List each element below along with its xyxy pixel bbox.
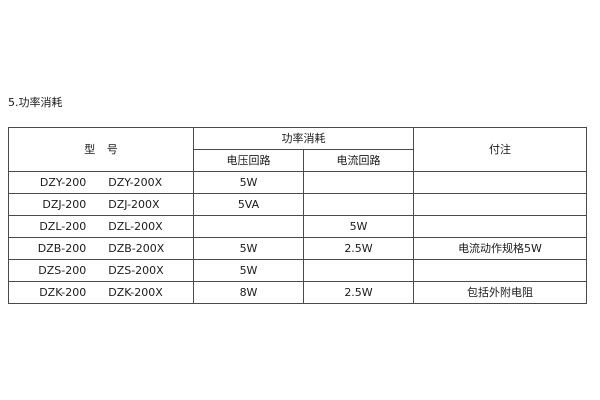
model-code-variant: DZB-200X	[108, 242, 165, 255]
cell-current-circuit: 2.5W	[303, 281, 414, 304]
cell-current-circuit	[303, 259, 414, 282]
model-code-primary: DZS-200	[38, 264, 87, 277]
cell-note: 电流动作规格5W	[413, 237, 587, 260]
cell-voltage-circuit: 5W	[193, 171, 304, 194]
model-code-primary: DZB-200	[37, 242, 87, 255]
cell-current-circuit: 2.5W	[303, 237, 414, 260]
table-body: DZY-200 DZY-200X 5W DZJ-200 DZJ-200X	[8, 171, 587, 304]
table-row: DZK-200 DZK-200X 8W 2.5W 包括外附电阻	[8, 281, 587, 304]
model-code-variant: DZJ-200X	[108, 198, 160, 211]
cell-model: DZJ-200 DZJ-200X	[8, 193, 194, 216]
power-consumption-table-wrapper: 型 号 功率消耗 付注 电压回路 电流回路 DZY-200 DZY-200X	[8, 127, 587, 304]
cell-note	[413, 193, 587, 216]
model-code-variant: DZK-200X	[108, 286, 163, 299]
cell-note	[413, 215, 587, 238]
model-code-primary: DZK-200	[39, 286, 87, 299]
cell-current-circuit: 5W	[303, 215, 414, 238]
table-row: DZB-200 DZB-200X 5W 2.5W 电流动作规格5W	[8, 237, 587, 260]
cell-voltage-circuit: 5W	[193, 237, 304, 260]
cell-model: DZL-200 DZL-200X	[8, 215, 194, 238]
cell-model: DZY-200 DZY-200X	[8, 171, 194, 194]
header-row-top: 型 号 功率消耗 付注	[8, 127, 587, 172]
cell-note	[413, 259, 587, 282]
cell-voltage-circuit: 8W	[193, 281, 304, 304]
table-row: DZL-200 DZL-200X 5W	[8, 215, 587, 238]
header-model-label: 型 号	[84, 143, 122, 156]
cell-note	[413, 171, 587, 194]
section-title: 5.功率消耗	[8, 96, 63, 109]
model-code-variant: DZL-200X	[108, 220, 163, 233]
model-code-primary: DZJ-200	[42, 198, 87, 211]
cell-model: DZK-200 DZK-200X	[8, 281, 194, 304]
header-power-consumption: 功率消耗	[193, 127, 414, 150]
header-current-circuit: 电流回路	[303, 149, 414, 172]
model-code-primary: DZY-200	[39, 176, 87, 189]
table-row: DZS-200 DZS-200X 5W	[8, 259, 587, 282]
model-code-variant: DZS-200X	[108, 264, 164, 277]
table-header: 型 号 功率消耗 付注 电压回路 电流回路	[8, 127, 587, 172]
cell-note: 包括外附电阻	[413, 281, 587, 304]
header-model: 型 号	[8, 127, 194, 172]
power-consumption-table: 型 号 功率消耗 付注 电压回路 电流回路 DZY-200 DZY-200X	[8, 127, 587, 304]
header-note: 付注	[413, 127, 587, 172]
cell-model: DZS-200 DZS-200X	[8, 259, 194, 282]
table-row: DZJ-200 DZJ-200X 5VA	[8, 193, 587, 216]
cell-voltage-circuit: 5VA	[193, 193, 304, 216]
model-code-primary: DZL-200	[39, 220, 87, 233]
cell-current-circuit	[303, 193, 414, 216]
cell-voltage-circuit	[193, 215, 304, 238]
header-voltage-circuit: 电压回路	[193, 149, 304, 172]
cell-model: DZB-200 DZB-200X	[8, 237, 194, 260]
cell-voltage-circuit: 5W	[193, 259, 304, 282]
model-code-variant: DZY-200X	[108, 176, 163, 189]
table-row: DZY-200 DZY-200X 5W	[8, 171, 587, 194]
cell-current-circuit	[303, 171, 414, 194]
